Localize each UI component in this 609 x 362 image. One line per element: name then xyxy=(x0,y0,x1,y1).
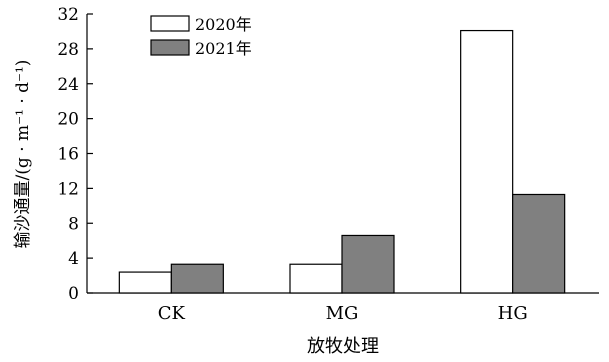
y-axis: 0 4 8 12 16 20 24 28 32 xyxy=(57,5,93,304)
bar-2020-HG xyxy=(460,29,514,294)
x-axis-title: 放牧处理 xyxy=(307,336,379,357)
bar-2020-MG xyxy=(289,263,343,294)
bars xyxy=(118,29,566,294)
bar-2020-CK xyxy=(118,271,172,294)
y-axis-title: 输沙通量/(g · m⁻¹ · d⁻¹) xyxy=(13,60,33,249)
legend-swatch xyxy=(150,15,190,32)
legend: 2020年 2021年 xyxy=(150,15,252,58)
y-tick-label: 12 xyxy=(57,179,79,199)
bar-2021-CK xyxy=(170,263,224,294)
y-tick-label: 20 xyxy=(57,110,79,130)
y-tick-label: 4 xyxy=(68,249,79,269)
bar-2021-MG xyxy=(341,234,395,294)
legend-swatch xyxy=(150,39,190,56)
y-tick-label: 16 xyxy=(57,145,79,165)
y-tick-label: 0 xyxy=(68,284,79,304)
y-tick-label: 32 xyxy=(57,5,79,25)
x-tick-label: MG xyxy=(326,303,359,324)
legend-label: 2021年 xyxy=(195,39,252,58)
x-tick-label: CK xyxy=(158,303,186,324)
y-tick-label: 24 xyxy=(57,75,79,95)
y-tick-label: 28 xyxy=(57,40,79,60)
x-tick-label: HG xyxy=(498,303,528,324)
bar-2021-HG xyxy=(512,193,566,294)
legend-label: 2020年 xyxy=(195,15,252,34)
y-tick-label: 8 xyxy=(68,214,79,234)
